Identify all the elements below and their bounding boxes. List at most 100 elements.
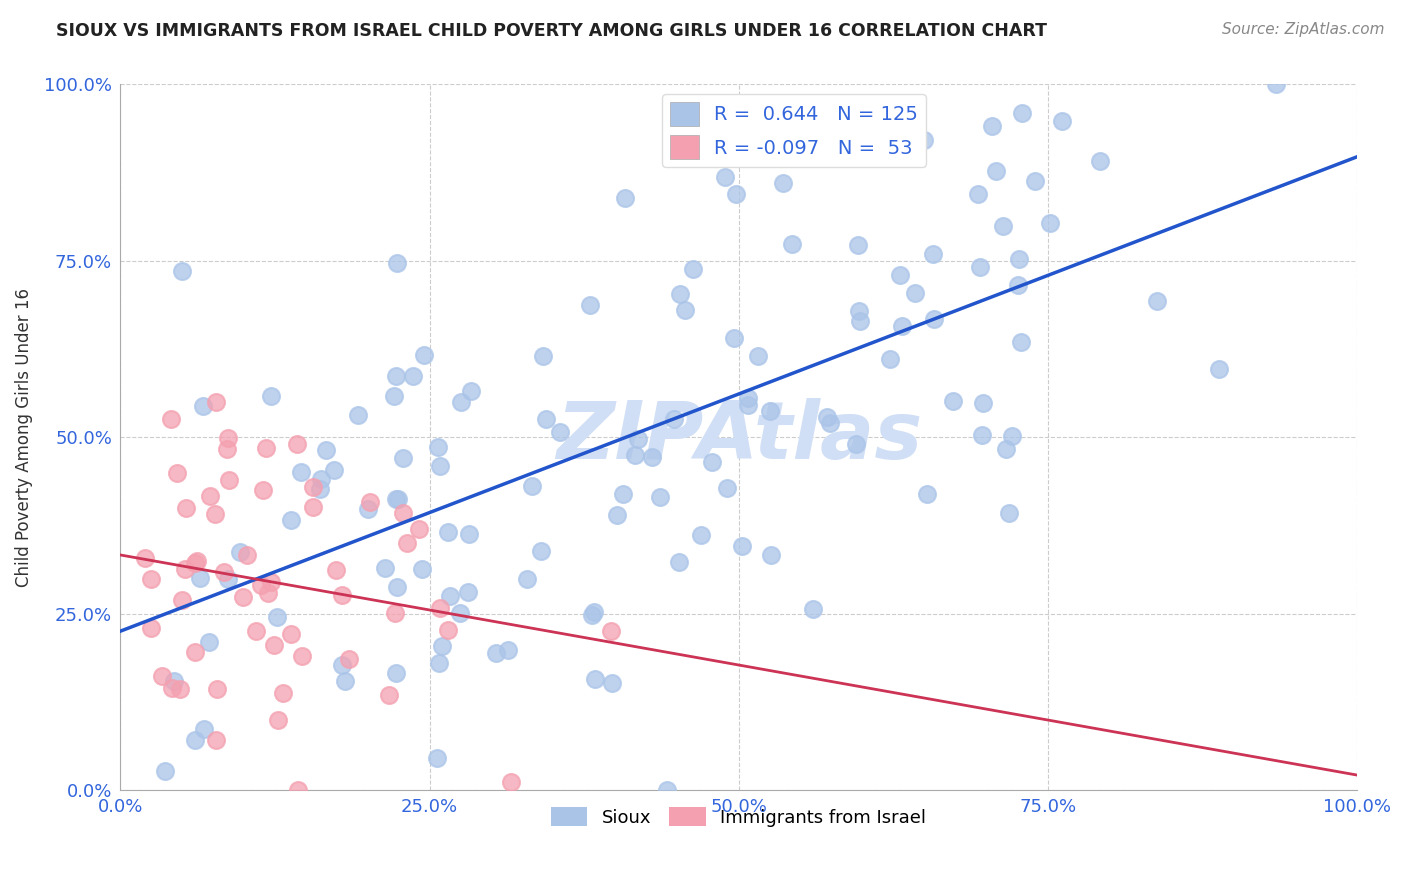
- Point: [426, 751, 449, 765]
- Point: [904, 285, 927, 300]
- Point: [891, 319, 914, 334]
- Point: [396, 536, 419, 550]
- Point: [392, 507, 415, 521]
- Point: [437, 623, 460, 637]
- Point: [917, 487, 939, 501]
- Point: [217, 442, 239, 457]
- Point: [218, 473, 240, 487]
- Point: [150, 669, 173, 683]
- Point: [761, 548, 783, 562]
- Point: [236, 549, 259, 563]
- Point: [579, 298, 602, 312]
- Point: [460, 384, 482, 399]
- Point: [287, 783, 309, 797]
- Point: [1208, 362, 1230, 376]
- Point: [250, 578, 273, 592]
- Point: [427, 440, 450, 454]
- Point: [912, 132, 935, 146]
- Point: [714, 169, 737, 184]
- Point: [280, 627, 302, 641]
- Point: [387, 256, 409, 270]
- Point: [879, 352, 901, 367]
- Point: [922, 312, 945, 326]
- Point: [848, 304, 870, 318]
- Point: [737, 392, 759, 406]
- Point: [724, 186, 747, 201]
- Point: [266, 609, 288, 624]
- Point: [690, 527, 713, 541]
- Point: [548, 425, 571, 440]
- Point: [737, 398, 759, 412]
- Point: [184, 556, 207, 570]
- Point: [205, 733, 228, 747]
- Point: [408, 522, 430, 536]
- Point: [655, 783, 678, 797]
- Point: [612, 487, 634, 501]
- Point: [141, 572, 163, 586]
- Point: [357, 502, 380, 516]
- Legend: Sioux, Immigrants from Israel: Sioux, Immigrants from Israel: [544, 800, 934, 834]
- Point: [212, 565, 235, 579]
- Point: [374, 561, 396, 575]
- Point: [501, 774, 523, 789]
- Point: [153, 764, 176, 779]
- Point: [134, 550, 156, 565]
- Point: [772, 177, 794, 191]
- Point: [263, 638, 285, 652]
- Point: [534, 411, 557, 425]
- Point: [188, 571, 211, 585]
- Point: [411, 562, 433, 576]
- Point: [387, 492, 409, 507]
- Point: [614, 191, 637, 205]
- Point: [267, 713, 290, 727]
- Point: [496, 643, 519, 657]
- Point: [1010, 335, 1032, 350]
- Point: [184, 645, 207, 659]
- Point: [384, 492, 406, 507]
- Point: [271, 686, 294, 700]
- Point: [641, 450, 664, 465]
- Point: [257, 586, 280, 600]
- Point: [427, 656, 450, 670]
- Point: [969, 260, 991, 275]
- Point: [335, 674, 357, 689]
- Point: [1024, 174, 1046, 188]
- Point: [1146, 294, 1168, 309]
- Point: [193, 399, 215, 413]
- Point: [290, 465, 312, 479]
- Point: [1039, 216, 1062, 230]
- Point: [818, 417, 841, 431]
- Point: [516, 572, 538, 586]
- Point: [921, 246, 943, 260]
- Point: [217, 572, 239, 586]
- Point: [413, 348, 436, 362]
- Point: [429, 459, 451, 474]
- Point: [998, 506, 1021, 520]
- Point: [159, 411, 181, 425]
- Point: [531, 349, 554, 363]
- Point: [385, 666, 408, 681]
- Point: [903, 118, 925, 132]
- Point: [723, 330, 745, 344]
- Point: [1265, 78, 1288, 92]
- Point: [252, 483, 274, 497]
- Point: [942, 393, 965, 408]
- Point: [846, 238, 869, 252]
- Point: [359, 495, 381, 509]
- Point: [980, 120, 1002, 134]
- Point: [1008, 252, 1031, 267]
- Point: [436, 524, 458, 539]
- Point: [716, 481, 738, 495]
- Point: [322, 463, 344, 477]
- Point: [668, 555, 690, 569]
- Point: [245, 624, 267, 638]
- Point: [1050, 113, 1073, 128]
- Point: [522, 479, 544, 493]
- Point: [285, 436, 308, 450]
- Point: [330, 588, 353, 602]
- Point: [849, 314, 872, 328]
- Point: [648, 490, 671, 504]
- Point: [986, 164, 1008, 178]
- Point: [174, 500, 197, 515]
- Point: [337, 652, 360, 666]
